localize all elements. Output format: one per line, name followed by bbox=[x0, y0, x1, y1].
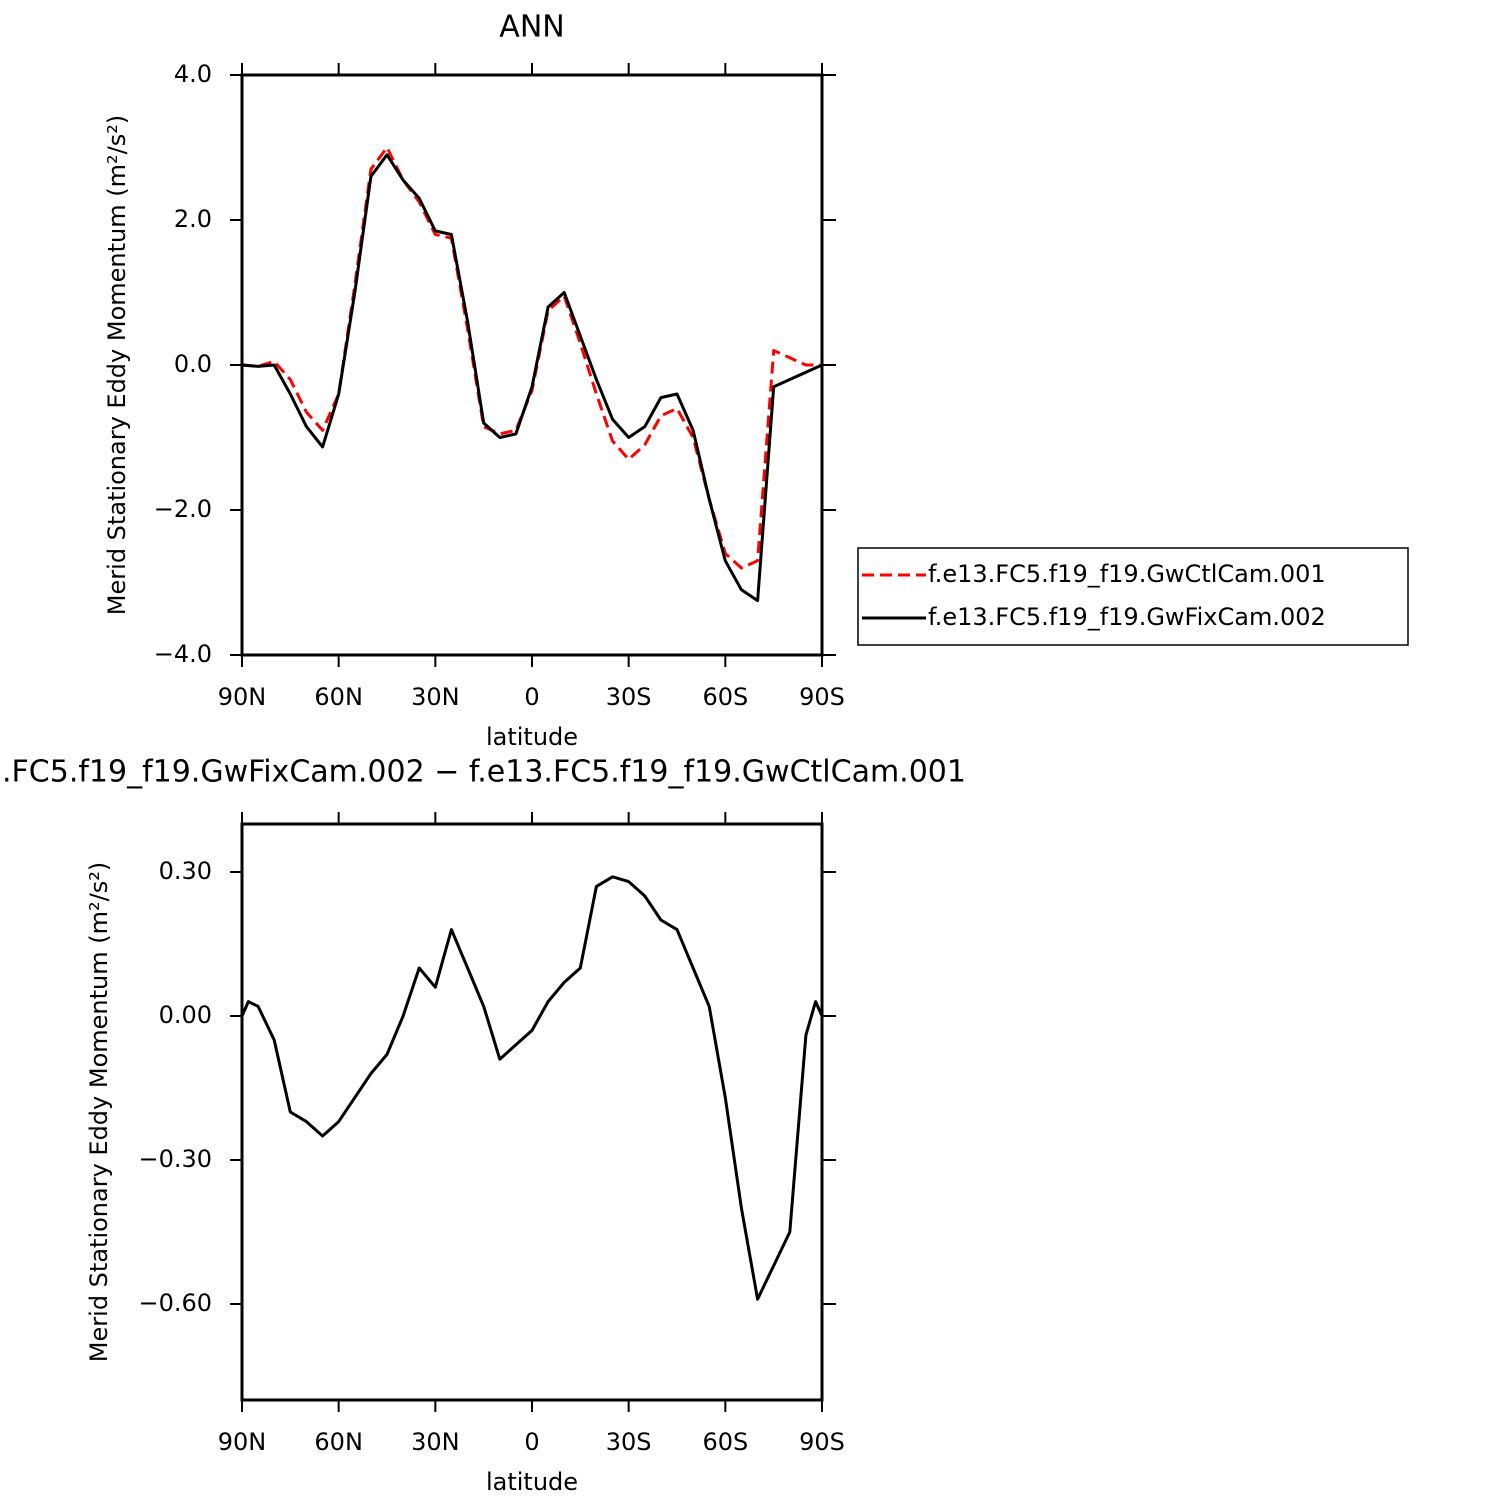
x-tick-label: 30S bbox=[606, 1428, 652, 1456]
x-tick-label: 90S bbox=[799, 683, 845, 711]
x-tick-label: 90N bbox=[218, 1428, 267, 1456]
x-tick-label: 0 bbox=[524, 683, 539, 711]
y-tick-label: −2.0 bbox=[154, 495, 212, 523]
x-tick-label: 60N bbox=[314, 683, 363, 711]
x-tick-label: 30N bbox=[411, 683, 460, 711]
chart-title: ANN bbox=[499, 10, 564, 45]
x-tick-label: 90N bbox=[218, 683, 267, 711]
y-tick-label: 2.0 bbox=[174, 205, 212, 233]
x-tick-label: 90S bbox=[799, 1428, 845, 1456]
x-tick-label: 60N bbox=[314, 1428, 363, 1456]
data-line bbox=[241, 153, 823, 603]
x-tick-label: 60S bbox=[702, 683, 748, 711]
plot-frame bbox=[240, 73, 824, 657]
x-axis-label: latitude bbox=[486, 1468, 578, 1496]
x-tick-label: 60S bbox=[702, 1428, 748, 1456]
y-tick-label: 0.0 bbox=[174, 350, 212, 378]
legend-label: f.e13.FC5.f19_f19.GwFixCam.002 bbox=[928, 603, 1326, 631]
y-tick-label: −0.60 bbox=[138, 1289, 212, 1317]
x-tick-label: 0 bbox=[524, 1428, 539, 1456]
x-tick-label: 30N bbox=[411, 1428, 460, 1456]
y-tick-label: 0.00 bbox=[159, 1001, 212, 1029]
legend-label: f.e13.FC5.f19_f19.GwCtlCam.001 bbox=[928, 560, 1326, 588]
y-tick-label: 0.30 bbox=[159, 857, 212, 885]
y-axis-label: Merid Stationary Eddy Momentum (m²/s²) bbox=[103, 115, 131, 615]
y-tick-label: −0.30 bbox=[138, 1145, 212, 1173]
legend-box bbox=[857, 547, 1409, 646]
chart-title: .FC5.f19_f19.GwFixCam.002 − f.e13.FC5.f1… bbox=[2, 755, 966, 790]
x-axis-label: latitude bbox=[486, 723, 578, 751]
plot-frame bbox=[240, 822, 824, 1402]
x-tick-label: 30S bbox=[606, 683, 652, 711]
y-tick-label: 4.0 bbox=[174, 60, 212, 88]
data-line bbox=[241, 146, 822, 570]
data-line bbox=[240, 875, 824, 1301]
y-axis-label: Merid Stationary Eddy Momentum (m²/s²) bbox=[85, 862, 113, 1362]
y-tick-label: −4.0 bbox=[154, 640, 212, 668]
